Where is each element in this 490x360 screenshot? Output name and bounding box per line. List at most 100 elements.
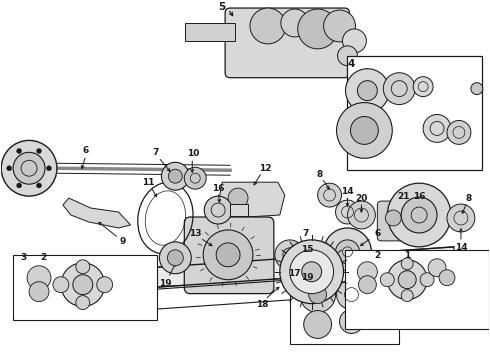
Circle shape bbox=[401, 290, 413, 302]
Circle shape bbox=[280, 240, 343, 303]
Bar bbox=[185, 23, 235, 41]
Text: 19: 19 bbox=[159, 279, 171, 288]
Circle shape bbox=[37, 183, 42, 188]
Text: 7: 7 bbox=[152, 148, 159, 157]
Circle shape bbox=[17, 183, 22, 188]
Text: 14: 14 bbox=[455, 243, 467, 252]
Circle shape bbox=[73, 275, 93, 294]
Circle shape bbox=[203, 230, 253, 280]
Circle shape bbox=[398, 271, 416, 289]
Circle shape bbox=[338, 46, 357, 66]
Circle shape bbox=[76, 296, 90, 310]
Text: 18: 18 bbox=[256, 300, 268, 309]
Circle shape bbox=[300, 277, 336, 312]
Circle shape bbox=[228, 188, 248, 208]
Text: 8: 8 bbox=[466, 194, 472, 203]
Text: 2: 2 bbox=[40, 253, 46, 262]
FancyBboxPatch shape bbox=[184, 217, 274, 294]
Text: 14: 14 bbox=[341, 186, 354, 195]
Text: 20: 20 bbox=[355, 194, 368, 203]
Circle shape bbox=[184, 167, 206, 189]
Polygon shape bbox=[63, 198, 130, 228]
Circle shape bbox=[428, 259, 446, 277]
Text: 10: 10 bbox=[187, 149, 199, 158]
Circle shape bbox=[345, 69, 389, 113]
Text: 21: 21 bbox=[397, 192, 410, 201]
Circle shape bbox=[29, 282, 49, 302]
Circle shape bbox=[413, 77, 433, 96]
Circle shape bbox=[37, 149, 42, 153]
FancyBboxPatch shape bbox=[377, 201, 423, 241]
Text: 7: 7 bbox=[302, 229, 309, 238]
Circle shape bbox=[387, 260, 427, 300]
Circle shape bbox=[161, 162, 189, 190]
Text: 1: 1 bbox=[404, 251, 410, 260]
Circle shape bbox=[387, 183, 451, 247]
Circle shape bbox=[97, 277, 113, 293]
Circle shape bbox=[323, 228, 371, 276]
Circle shape bbox=[1, 140, 57, 196]
Circle shape bbox=[471, 83, 483, 95]
Circle shape bbox=[159, 242, 191, 274]
Bar bbox=[230, 204, 248, 216]
Text: 3: 3 bbox=[20, 253, 26, 262]
Circle shape bbox=[275, 240, 305, 270]
Text: 6: 6 bbox=[83, 146, 89, 155]
Circle shape bbox=[318, 183, 342, 207]
Polygon shape bbox=[19, 247, 454, 297]
Circle shape bbox=[7, 166, 12, 171]
Bar bbox=[344, 250, 489, 329]
Circle shape bbox=[337, 280, 367, 310]
Circle shape bbox=[359, 276, 376, 294]
Circle shape bbox=[340, 310, 364, 333]
Circle shape bbox=[250, 8, 286, 44]
Circle shape bbox=[447, 121, 471, 144]
Circle shape bbox=[298, 9, 338, 49]
Bar bbox=[290, 270, 399, 345]
Circle shape bbox=[337, 103, 392, 158]
Circle shape bbox=[350, 117, 378, 144]
Circle shape bbox=[401, 197, 437, 233]
Text: 17: 17 bbox=[289, 269, 301, 278]
Text: 13: 13 bbox=[189, 229, 201, 238]
Text: 16: 16 bbox=[413, 192, 425, 201]
Text: 11: 11 bbox=[142, 178, 155, 187]
Circle shape bbox=[53, 277, 69, 293]
Circle shape bbox=[357, 262, 377, 282]
Circle shape bbox=[61, 263, 105, 307]
Circle shape bbox=[309, 286, 327, 303]
Circle shape bbox=[357, 81, 377, 100]
Text: 12: 12 bbox=[259, 164, 271, 173]
Circle shape bbox=[27, 266, 51, 290]
Circle shape bbox=[385, 210, 401, 226]
Circle shape bbox=[290, 250, 334, 294]
Circle shape bbox=[447, 204, 475, 232]
Text: 9: 9 bbox=[120, 237, 126, 246]
Circle shape bbox=[420, 273, 434, 287]
Text: 19: 19 bbox=[301, 273, 314, 282]
Circle shape bbox=[13, 152, 45, 184]
Polygon shape bbox=[218, 182, 285, 218]
Text: 4: 4 bbox=[348, 59, 355, 69]
Circle shape bbox=[302, 262, 321, 282]
Circle shape bbox=[401, 258, 413, 270]
Circle shape bbox=[304, 311, 332, 338]
Bar bbox=[347, 56, 482, 170]
Circle shape bbox=[439, 270, 455, 286]
Text: 16: 16 bbox=[212, 184, 224, 193]
Text: 8: 8 bbox=[317, 170, 323, 179]
Circle shape bbox=[216, 243, 240, 267]
Circle shape bbox=[204, 196, 232, 224]
FancyBboxPatch shape bbox=[225, 8, 349, 78]
Circle shape bbox=[347, 201, 375, 229]
Circle shape bbox=[168, 250, 183, 266]
Circle shape bbox=[383, 73, 415, 104]
Circle shape bbox=[380, 273, 394, 287]
Text: 5: 5 bbox=[219, 2, 226, 12]
Circle shape bbox=[343, 29, 367, 53]
Text: 15: 15 bbox=[301, 246, 314, 255]
Circle shape bbox=[17, 149, 22, 153]
Circle shape bbox=[423, 114, 451, 142]
Circle shape bbox=[47, 166, 51, 171]
Circle shape bbox=[281, 9, 309, 37]
